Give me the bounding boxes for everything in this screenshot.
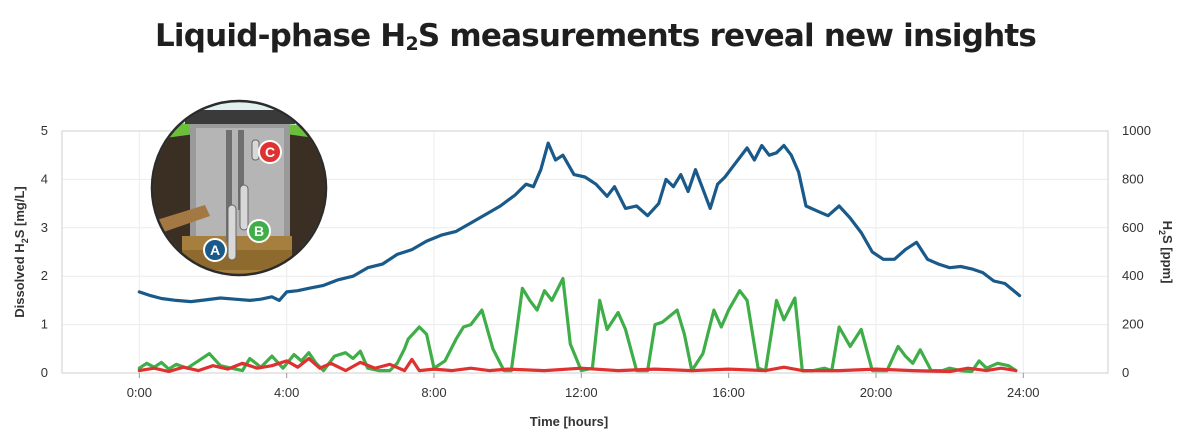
y-right-tick-label: 600 [1122,220,1144,235]
x-tick-label: 12:00 [565,385,598,400]
page-title: Liquid-phase H2S measurements reveal new… [154,18,1037,55]
y-left-axis-title: Dissolved H2S [mg/L] [12,186,30,317]
plot-frame [61,130,1109,374]
sensor-marker-a: A [203,238,227,262]
svg-text:A: A [210,242,220,258]
y-right-tick-label: 800 [1122,171,1144,186]
sensor-marker-b: B [247,219,271,243]
x-axis-title: Time [hours] [530,414,609,429]
manhole-illustration: A B C [150,99,328,277]
y-right-tick-label: 200 [1122,317,1144,332]
y-left-tick-label: 4 [41,171,48,186]
x-tick-label: 4:00 [274,385,299,400]
y-right-tick-label: 400 [1122,268,1144,283]
y-right-tick-label: 1000 [1122,123,1151,138]
x-tick-label: 0:00 [127,385,152,400]
y-left-ticks: 0 1 2 3 4 5 [41,123,48,380]
y-right-ticks: 0 200 400 600 800 1000 [1122,123,1151,380]
y-right-tick-label: 0 [1122,365,1129,380]
series-line-b [137,277,1018,374]
x-tick-label: 16:00 [712,385,745,400]
svg-text:B: B [254,223,264,239]
x-tick-label: 20:00 [860,385,893,400]
y-left-tick-label: 3 [41,220,48,235]
y-left-tick-label: 1 [41,317,48,332]
x-ticks: 0:00 4:00 8:00 12:00 16:00 20:00 24:00 [127,373,1040,400]
y-left-tick-label: 5 [41,123,48,138]
series-lines [137,141,1022,374]
y-left-tick-label: 0 [41,365,48,380]
x-tick-label: 8:00 [421,385,446,400]
y-right-axis-title: H2S [ppm] [1157,221,1175,284]
series-line-a [137,141,1022,304]
sensor-marker-c: C [258,140,282,164]
x-tick-label: 24:00 [1007,385,1040,400]
y-left-tick-label: 2 [41,268,48,283]
series-line-c [137,356,1018,374]
svg-text:C: C [265,144,275,160]
